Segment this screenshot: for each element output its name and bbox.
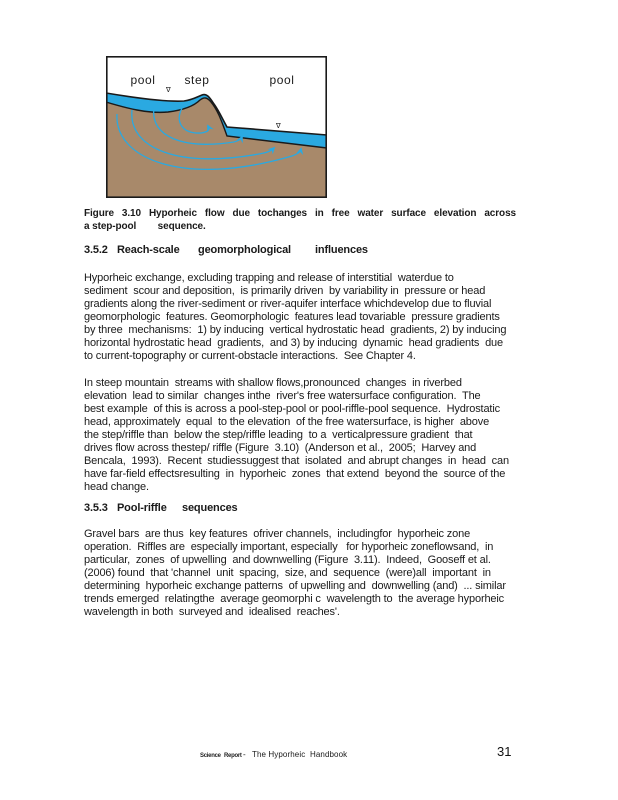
figure-border [106, 56, 327, 198]
riverbed-line [105, 97, 328, 149]
section-title-word: Pool-riffle [117, 502, 167, 514]
label-pool-left: pool [130, 73, 155, 87]
figure-3-10-diagram: pool step pool ∇ ∇ [105, 56, 328, 198]
flow-path-2 [153, 107, 243, 145]
section-number: 3.5.3 [84, 502, 108, 514]
figure-caption: Figure 3.10 Hyporheic flow due tochanges… [84, 208, 516, 233]
page-number: 31 [497, 744, 512, 759]
footer-word-science: Science [200, 752, 221, 759]
section-title-word: sequences [182, 502, 238, 514]
footer-separator: - [243, 750, 246, 759]
label-pool-right: pool [269, 73, 294, 87]
section-title-word: Reach-scale [117, 244, 180, 256]
section-heading-3-5-2: 3.5.2 Reach-scale geomorphological influ… [84, 244, 444, 257]
flow-path-3 [131, 109, 276, 160]
section-title-word: influences [315, 244, 368, 256]
water-surface-symbol-left-icon: ∇ [165, 86, 171, 94]
flow-path-outer [116, 113, 304, 170]
body-paragraph-1: Hyporheic exchange, excluding trapping a… [84, 272, 507, 362]
footer-word-report: Report [224, 752, 242, 759]
water-body [106, 93, 327, 148]
free-surface-line [105, 92, 328, 136]
page-footer: Science Report - The Hyporheic Handbook … [0, 742, 618, 766]
label-step: step [184, 73, 209, 87]
body-paragraph-3: Gravel bars are thus key features ofrive… [84, 528, 506, 618]
sediment-body [106, 97, 327, 198]
hyporheic-flow-arrows [116, 107, 304, 170]
footer-document-title: The Hyporheic Handbook [252, 750, 348, 759]
body-paragraph-2: In steep mountain streams with shallow f… [84, 377, 509, 493]
step-pool-cross-section-image: pool step pool ∇ ∇ [105, 56, 328, 198]
figure-caption-line-2: a step-pool sequence. [84, 220, 206, 232]
section-title-word: geomorphological [198, 244, 291, 256]
section-heading-3-5-3: 3.5.3 Pool-riffle sequences [84, 502, 384, 515]
flow-path-inner [178, 107, 214, 134]
section-number: 3.5.2 [84, 244, 108, 256]
figure-caption-line-1: Figure 3.10 Hyporheic flow due tochanges… [84, 208, 516, 219]
water-surface-symbol-right-icon: ∇ [275, 122, 281, 130]
